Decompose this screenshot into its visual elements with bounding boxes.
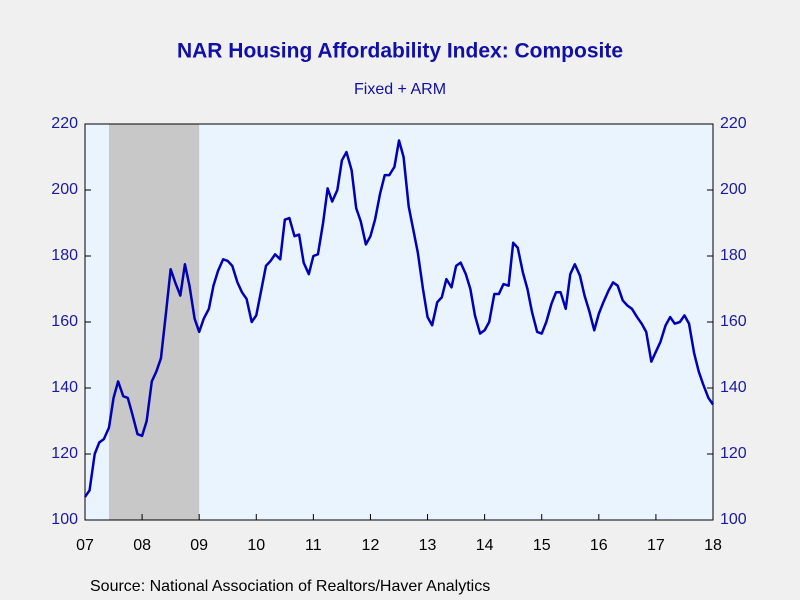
data-line [83, 139, 715, 498]
y-tick-label: 200 [51, 181, 78, 198]
x-tick-label: 10 [247, 537, 265, 554]
x-tick-label: 09 [190, 537, 208, 554]
y-tick-label: 220 [51, 115, 78, 132]
x-tick-label: 18 [704, 537, 722, 554]
y2-tick-label: 220 [720, 115, 747, 132]
y2-tick-label: 180 [720, 247, 747, 264]
chart-subtitle: Fixed + ARM [354, 81, 446, 98]
x-tick-label: 11 [305, 537, 322, 554]
x-tick-label: 17 [647, 537, 665, 554]
y2-tick-label: 160 [720, 313, 747, 330]
recession-shade [108, 124, 200, 520]
y2-tick-label: 140 [720, 379, 747, 396]
y-tick-label: 180 [51, 247, 78, 264]
x-tick-label: 08 [133, 537, 151, 554]
y-tick-label: 100 [51, 511, 78, 528]
x-tick-label: 16 [590, 537, 608, 554]
y2-tick-label: 200 [720, 181, 747, 198]
chart-title: NAR Housing Affordability Index: Composi… [177, 40, 623, 63]
source-note: Source: National Association of Realtors… [90, 578, 490, 595]
y-tick-label: 160 [51, 313, 78, 330]
x-tick-label: 15 [533, 537, 551, 554]
y2-tick-label: 120 [720, 445, 747, 462]
y2-tick-label: 100 [720, 511, 747, 528]
x-tick-label: 14 [476, 537, 494, 554]
y-tick-label: 140 [51, 379, 78, 396]
x-tick-label: 12 [362, 537, 380, 554]
x-tick-label: 13 [419, 537, 437, 554]
y-tick-label: 120 [51, 445, 78, 462]
x-tick-label: 07 [76, 537, 94, 554]
